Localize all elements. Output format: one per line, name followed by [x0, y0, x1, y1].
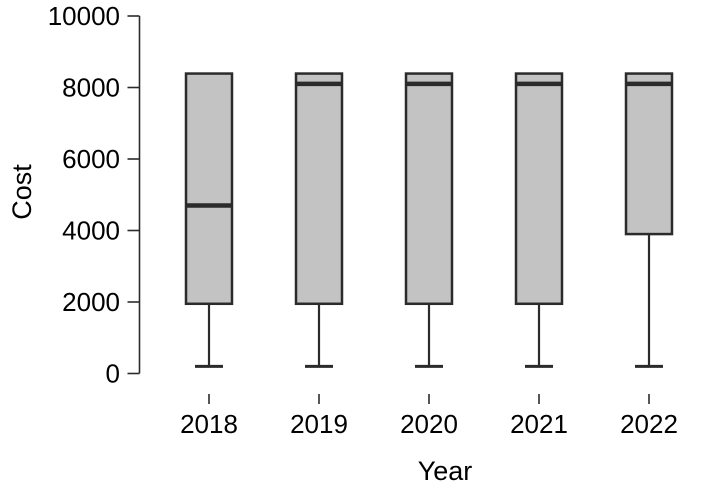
y-axis-title: Cost [7, 164, 37, 220]
y-tick-label: 8000 [62, 73, 120, 103]
box-2019 [294, 72, 344, 306]
y-tick-label: 6000 [62, 144, 120, 174]
box-2022 [624, 72, 674, 236]
x-tick-label: 2018 [180, 409, 238, 439]
x-tick-label: 2019 [290, 409, 348, 439]
y-tick-label: 0 [106, 359, 120, 389]
chart-layer: 0 2000 4000 6000 8000 10000 2018 2019 2020 2021 20… [48, 1, 678, 439]
x-tick-label: 2021 [510, 409, 568, 439]
x-tick-label: 2020 [400, 409, 458, 439]
box-2018 [184, 72, 234, 306]
y-tick-label: 2000 [62, 287, 120, 317]
y-tick-label: 4000 [62, 216, 120, 246]
x-tick-label: 2022 [620, 409, 678, 439]
box-2021 [514, 72, 564, 306]
x-axis-title: Year [418, 456, 473, 486]
box-2020 [404, 72, 454, 306]
y-tick-label: 10000 [48, 1, 120, 31]
